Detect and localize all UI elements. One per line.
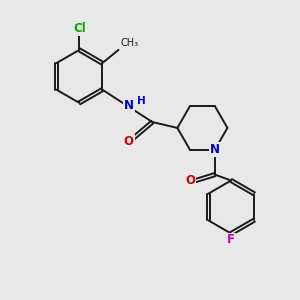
- Text: O: O: [185, 174, 196, 187]
- Text: O: O: [124, 135, 134, 148]
- Text: H: H: [137, 95, 146, 106]
- Text: Cl: Cl: [73, 22, 86, 35]
- Text: CH₃: CH₃: [121, 38, 139, 47]
- Text: F: F: [227, 233, 235, 247]
- Text: N: N: [210, 143, 220, 156]
- Text: N: N: [124, 99, 134, 112]
